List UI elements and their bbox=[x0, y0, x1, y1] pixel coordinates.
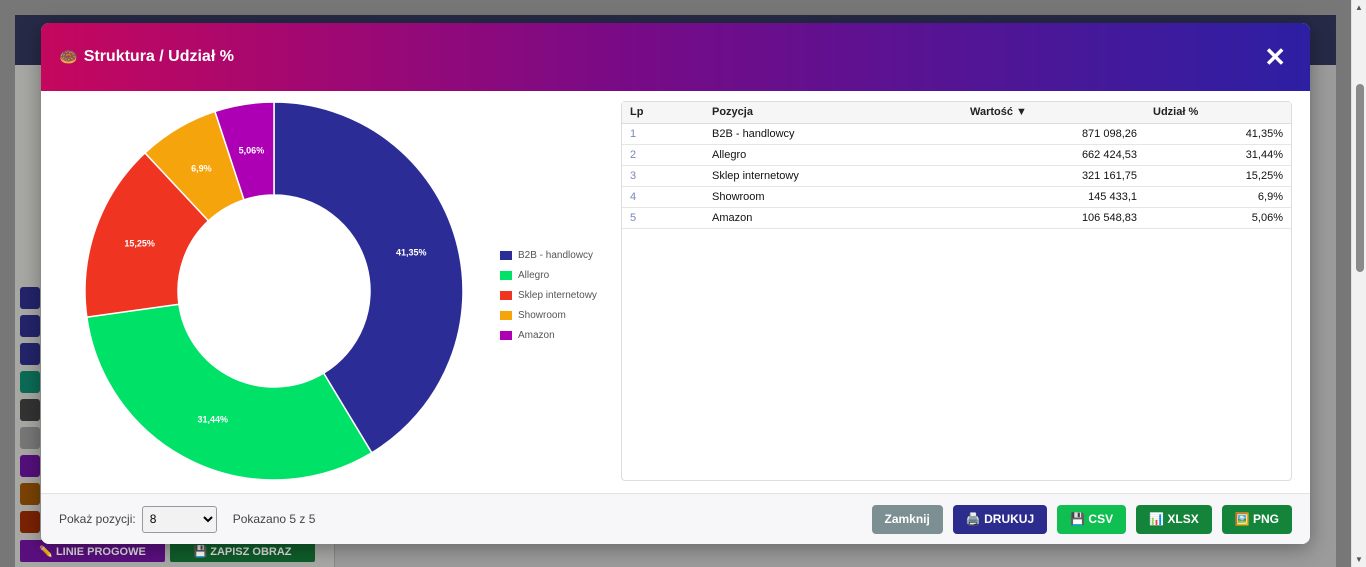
legend-swatch bbox=[500, 270, 512, 280]
modal-header: 🍩 Struktura / Udział % ✕ bbox=[41, 23, 1310, 91]
modal-footer: Pokaż pozycji: 8 Pokazano 5 z 5 Zamknij … bbox=[41, 493, 1310, 544]
background-sidebar-item bbox=[20, 511, 40, 533]
slice-percent-label: 31,44% bbox=[197, 415, 228, 425]
chart-area: 41,35% 31,44% 15,25% 6,9% 5,06% B2B - handlo… bbox=[41, 91, 621, 493]
row-share: 5,06% bbox=[1145, 207, 1291, 229]
row-share: 15,25% bbox=[1145, 165, 1291, 187]
modal-body: 41,35% 31,44% 15,25% 6,9% 5,06% B2B - handlo… bbox=[41, 91, 1310, 493]
legend-swatch bbox=[500, 310, 512, 320]
background-sidebar-item bbox=[20, 399, 40, 421]
background-sidebar-item bbox=[20, 427, 40, 449]
rows-per-page-select[interactable]: 8 bbox=[141, 505, 217, 533]
row-value: 321 161,75 bbox=[962, 165, 1145, 187]
legend-swatch bbox=[500, 250, 512, 260]
legend-label: Showroom bbox=[518, 309, 566, 321]
table-row[interactable]: 3 Sklep internetowy 321 161,75 15,25% bbox=[622, 165, 1291, 187]
csv-button[interactable]: 💾 CSV bbox=[1057, 504, 1127, 534]
legend-label: Allegro bbox=[518, 269, 550, 281]
legend-item[interactable]: B2B - handlowcy bbox=[500, 245, 597, 265]
header-share[interactable]: Udział % bbox=[1145, 102, 1291, 124]
png-button[interactable]: 🖼️ PNG bbox=[1221, 504, 1292, 534]
shown-count-info: Pokazano 5 z 5 bbox=[232, 512, 316, 526]
donut-slice[interactable] bbox=[85, 303, 373, 481]
row-position: Showroom bbox=[704, 186, 962, 208]
background-sidebar-item bbox=[20, 371, 40, 393]
row-value: 662 424,53 bbox=[962, 144, 1145, 166]
legend-swatch bbox=[500, 330, 512, 340]
row-share: 41,35% bbox=[1145, 123, 1291, 145]
row-lp: 1 bbox=[622, 123, 704, 145]
legend-swatch bbox=[500, 290, 512, 300]
table-row[interactable]: 2 Allegro 662 424,53 31,44% bbox=[622, 144, 1291, 166]
data-table: Lp Pozycja Wartość ▼ Udział % 1 B2B - han… bbox=[622, 102, 1291, 229]
scroll-up-icon[interactable]: ▲ bbox=[1355, 3, 1363, 12]
modal-title: 🍩 Struktura / Udział % bbox=[59, 48, 234, 66]
page-scrollbar[interactable]: ▲ ▼ bbox=[1351, 0, 1366, 567]
slice-percent-label: 15,25% bbox=[124, 238, 155, 248]
donut-slice[interactable] bbox=[213, 101, 275, 201]
row-position: B2B - handlowcy bbox=[704, 123, 962, 145]
row-position: Amazon bbox=[704, 207, 962, 229]
thresholds-button[interactable]: ✏️ LINIE PROGOWE bbox=[20, 540, 165, 562]
row-value: 871 098,26 bbox=[962, 123, 1145, 145]
background-sidebar-item bbox=[20, 315, 40, 337]
legend-label: Amazon bbox=[518, 329, 555, 341]
row-lp: 5 bbox=[622, 207, 704, 229]
donut-slice[interactable] bbox=[273, 101, 464, 454]
rows-label: Pokaż pozycji: bbox=[59, 512, 136, 526]
row-lp: 2 bbox=[622, 144, 704, 166]
scroll-down-icon[interactable]: ▼ bbox=[1355, 555, 1363, 564]
close-button[interactable]: Zamknij bbox=[871, 504, 943, 534]
save-image-button[interactable]: 💾 ZAPISZ OBRAZ bbox=[170, 540, 315, 562]
header-lp[interactable]: Lp bbox=[622, 102, 704, 124]
scroll-thumb[interactable] bbox=[1356, 84, 1364, 272]
data-table-container: Lp Pozycja Wartość ▼ Udział % 1 B2B - han… bbox=[621, 101, 1292, 481]
row-lp: 3 bbox=[622, 165, 704, 187]
background-sidebar-item bbox=[20, 343, 40, 365]
row-position: Sklep internetowy bbox=[704, 165, 962, 187]
table-row[interactable]: 5 Amazon 106 548,83 5,06% bbox=[622, 207, 1291, 229]
structure-modal: 🍩 Struktura / Udział % ✕ 41,35% 31,44% 15,… bbox=[41, 23, 1310, 544]
legend-item[interactable]: Amazon bbox=[500, 325, 597, 345]
row-value: 106 548,83 bbox=[962, 207, 1145, 229]
background-sidebar-item bbox=[20, 483, 40, 505]
legend-label: Sklep internetowy bbox=[518, 289, 597, 301]
print-button[interactable]: 🖨️ DRUKUJ bbox=[952, 504, 1048, 534]
table-row[interactable]: 4 Showroom 145 433,1 6,9% bbox=[622, 186, 1291, 208]
row-share: 6,9% bbox=[1145, 186, 1291, 208]
slice-percent-label: 5,06% bbox=[239, 145, 265, 155]
modal-title-text: Struktura / Udział % bbox=[83, 48, 234, 65]
xlsx-button[interactable]: 📊 XLSX bbox=[1136, 504, 1212, 534]
header-value[interactable]: Wartość ▼ bbox=[962, 102, 1145, 124]
legend-item[interactable]: Allegro bbox=[500, 265, 597, 285]
legend-label: B2B - handlowcy bbox=[518, 249, 594, 261]
row-position: Allegro bbox=[704, 144, 962, 166]
header-position[interactable]: Pozycja bbox=[704, 102, 962, 124]
close-icon[interactable]: ✕ bbox=[1264, 42, 1286, 72]
row-share: 31,44% bbox=[1145, 144, 1291, 166]
background-sidebar-item bbox=[20, 455, 40, 477]
row-value: 145 433,1 bbox=[962, 186, 1145, 208]
row-lp: 4 bbox=[622, 186, 704, 208]
legend-item[interactable]: Sklep internetowy bbox=[500, 285, 597, 305]
slice-percent-label: 6,9% bbox=[191, 163, 212, 173]
footer-buttons: Zamknij 🖨️ DRUKUJ 💾 CSV 📊 XLSX 🖼️ PNG bbox=[871, 504, 1292, 534]
slice-percent-label: 41,35% bbox=[396, 248, 427, 258]
table-row[interactable]: 1 B2B - handlowcy 871 098,26 41,35% bbox=[622, 123, 1291, 145]
donut-chart: 41,35% 31,44% 15,25% 6,9% 5,06% bbox=[84, 101, 464, 481]
donut-icon: 🍩 bbox=[59, 49, 78, 66]
chart-legend: B2B - handlowcy Allegro Sklep internetowy S… bbox=[500, 245, 597, 345]
legend-item[interactable]: Showroom bbox=[500, 305, 597, 325]
table-header-row: Lp Pozycja Wartość ▼ Udział % bbox=[622, 102, 1291, 124]
background-sidebar-item bbox=[20, 287, 40, 309]
